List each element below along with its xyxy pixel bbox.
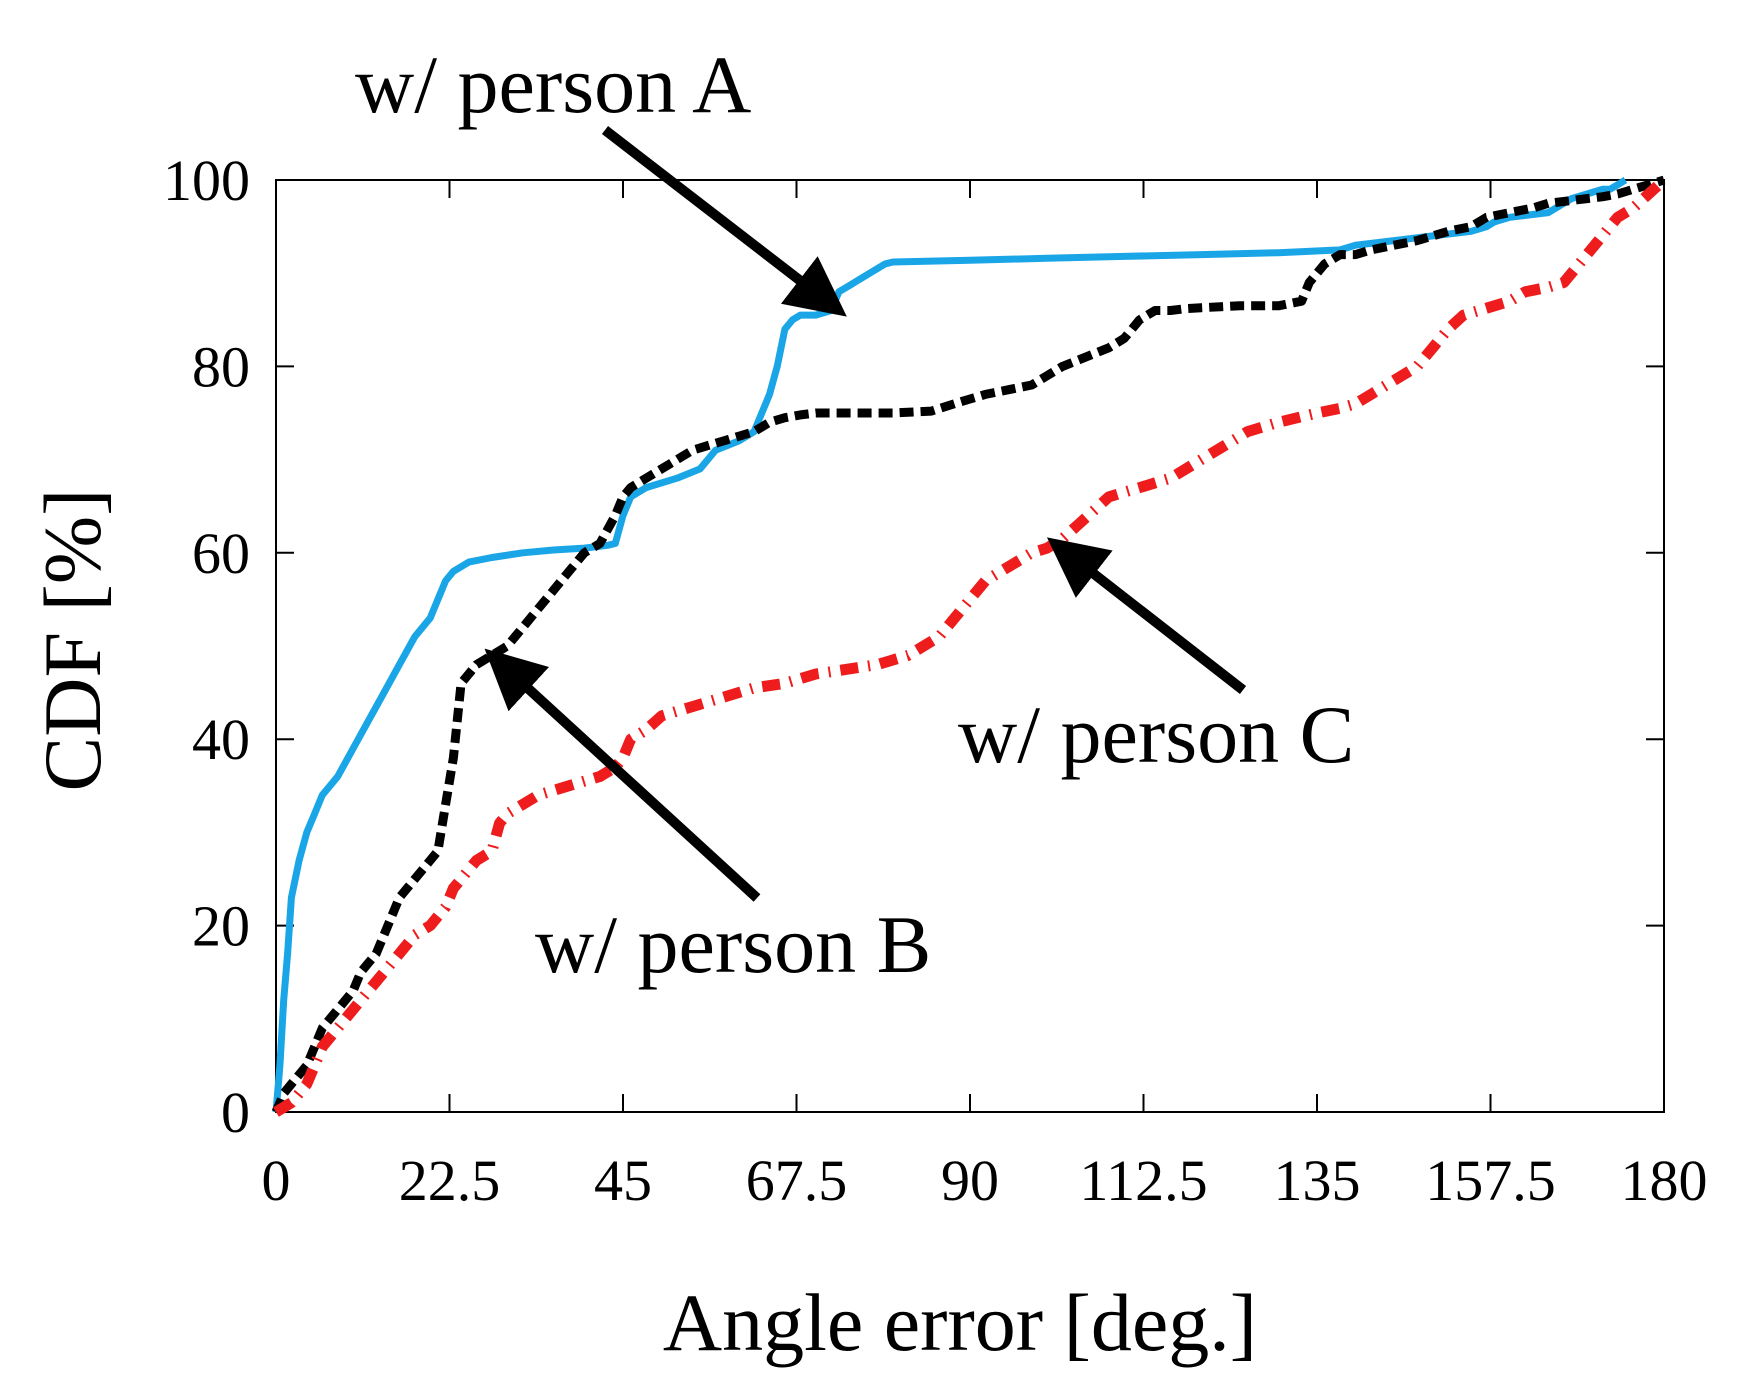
x-tick-label: 135 bbox=[1274, 1148, 1361, 1213]
x-tick-label: 22.5 bbox=[399, 1148, 501, 1213]
x-tick-label: 45 bbox=[594, 1148, 652, 1213]
x-tick-label: 0 bbox=[262, 1148, 291, 1213]
x-tick-label: 112.5 bbox=[1079, 1148, 1207, 1213]
y-tick-label: 60 bbox=[192, 521, 250, 586]
annotation-arrow bbox=[601, 126, 847, 317]
annotation-arrow bbox=[484, 648, 761, 902]
annotation-arrow bbox=[1046, 537, 1247, 694]
y-tick-label: 40 bbox=[192, 707, 250, 772]
series-line-3 bbox=[273, 175, 1668, 1117]
y-tick-labels: 0 20 40 60 80 100 bbox=[163, 148, 250, 1145]
y-tick-label: 0 bbox=[221, 1080, 250, 1145]
series-line-1 bbox=[272, 177, 1628, 1113]
annotation-label: w/ person A bbox=[355, 39, 751, 130]
series-layer bbox=[271, 175, 1668, 1117]
series-line-2 bbox=[271, 175, 1666, 1114]
y-tick-label: 100 bbox=[163, 148, 250, 213]
x-tick-label: 180 bbox=[1621, 1148, 1708, 1213]
x-tick-labels: 0 22.5 45 67.5 90 112.5 135 157.5 180 bbox=[262, 1148, 1708, 1213]
x-tick-label: 67.5 bbox=[746, 1148, 848, 1213]
y-tick-label: 20 bbox=[192, 894, 250, 959]
x-axis-title: Angle error [deg.] bbox=[663, 1277, 1257, 1368]
x-tick-label: 157.5 bbox=[1425, 1148, 1556, 1213]
x-tick-label: 90 bbox=[941, 1148, 999, 1213]
annotation-label: w/ person B bbox=[535, 899, 931, 990]
y-tick-label: 80 bbox=[192, 334, 250, 399]
annotation-layer: w/ person A w/ person B w/ person C bbox=[355, 39, 1354, 990]
y-axis-title: CDF [%] bbox=[27, 489, 118, 792]
annotation-label: w/ person C bbox=[958, 689, 1354, 780]
